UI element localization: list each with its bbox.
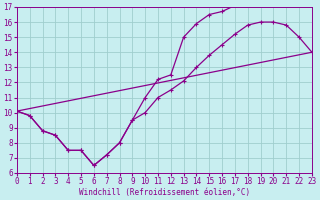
X-axis label: Windchill (Refroidissement éolien,°C): Windchill (Refroidissement éolien,°C) — [79, 188, 250, 197]
